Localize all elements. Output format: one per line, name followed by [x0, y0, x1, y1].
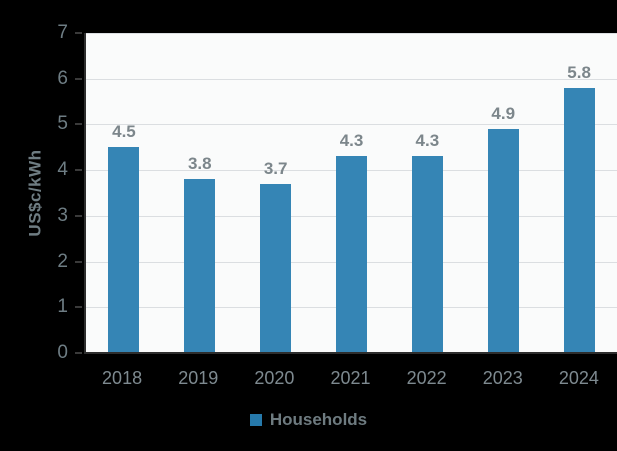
gridline: [86, 78, 617, 80]
bar-column-2019: 3.8: [162, 33, 238, 353]
bar-value-label: 4.3: [415, 131, 440, 151]
gridline: [86, 124, 617, 126]
bar-column-2021: 4.3: [314, 33, 390, 353]
bar-value-label: 5.8: [567, 62, 591, 82]
bar-column-2023: 4.9: [465, 33, 541, 353]
x-tick-label: 2020: [254, 368, 295, 388]
bars-layer: 4.5 3.8 3.7 4.3 4.3 4.9 5.8: [86, 33, 617, 353]
y-tick-label: 5: [57, 113, 68, 135]
bar-2023: [487, 129, 519, 353]
y-axis: 0 1 2 3 4 5 6 7: [0, 22, 84, 363]
gridline: [86, 33, 617, 34]
bar-value-label: 3.8: [187, 154, 212, 174]
legend-marker-households: [249, 414, 262, 426]
x-tick-label: 2024: [558, 368, 599, 388]
bar-2022: [411, 156, 443, 353]
x-tick-label: 2022: [406, 368, 447, 388]
bar-value-label: 3.7: [263, 158, 288, 178]
legend-label-households: Households: [269, 410, 368, 429]
y-tick-label: 3: [57, 204, 68, 226]
y-tick-label: 2: [57, 250, 68, 272]
bar-2019: [184, 179, 216, 353]
x-tick-label: 2019: [178, 368, 219, 388]
y-tick-label: 4: [57, 159, 68, 181]
y-tick-label: 1: [57, 296, 68, 318]
y-tick-label: 0: [57, 342, 68, 363]
x-tick-label: 2018: [102, 368, 143, 388]
bar-2018: [108, 147, 140, 353]
bar-column-2020: 3.7: [238, 33, 314, 353]
bar-column-2022: 4.3: [389, 33, 465, 353]
bar-2020: [260, 183, 292, 353]
y-tick-mark: [75, 77, 82, 80]
legend: Households: [0, 410, 617, 430]
x-tick-label: 2021: [330, 368, 371, 388]
bar-2021: [336, 156, 367, 353]
y-tick-mark: [75, 352, 82, 354]
bar-column-2018: 4.5: [86, 33, 162, 353]
plot-area: 4.5 3.8 3.7 4.3 4.3 4.9 5.8: [84, 33, 617, 353]
bar-2024: [563, 87, 595, 353]
y-tick-mark: [75, 260, 82, 263]
bar-value-label: 4.3: [339, 131, 364, 151]
bar-value-label: 4.9: [491, 104, 516, 123]
x-tick-label: 2023: [482, 368, 523, 388]
y-tick-label: 7: [57, 22, 68, 43]
bar-column-2024: 5.8: [541, 33, 617, 353]
y-tick-mark: [75, 32, 82, 34]
y-tick-label: 6: [57, 67, 68, 89]
bar-value-label: 4.5: [112, 122, 136, 142]
x-axis-line: [84, 352, 617, 354]
y-tick-mark: [75, 306, 82, 309]
x-axis-labels: 2018 2019 2020 2021 2022 2023 2024: [84, 354, 617, 396]
y-tick-mark: [75, 169, 82, 172]
y-tick-mark: [75, 123, 82, 126]
y-tick-mark: [75, 214, 82, 217]
